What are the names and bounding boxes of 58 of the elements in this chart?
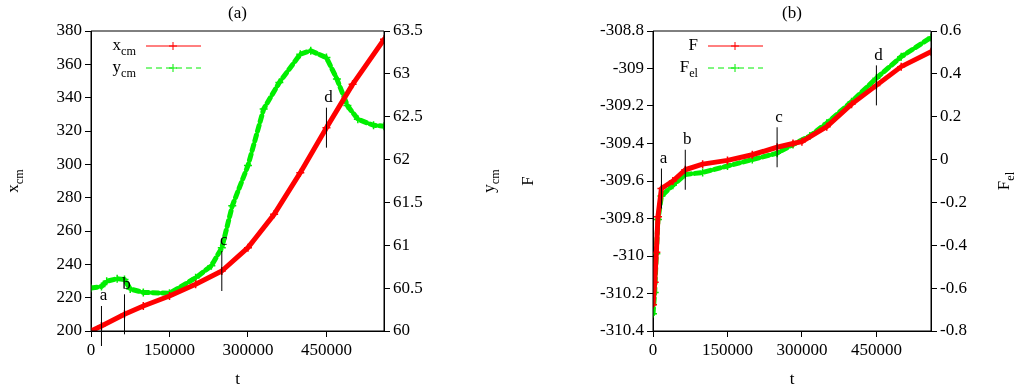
x-tick-label: 450000 (300, 339, 352, 359)
y-tick-label: 220 (56, 287, 82, 307)
x-tick-label: 150000 (701, 339, 753, 359)
y-tick-label: -310.2 (600, 282, 644, 302)
y-tick-label: 280 (56, 187, 82, 207)
y-tick-label: 360 (56, 53, 82, 73)
x-tick-label: 300000 (222, 339, 274, 359)
y2-tick-label: 63 (393, 63, 410, 83)
y2-tick-label: 0.2 (940, 106, 962, 126)
x-axis-title: t (235, 369, 241, 389)
y2-tick-label: 61.5 (393, 191, 423, 211)
y-tick-label: 240 (56, 253, 82, 273)
y2-axis-title: Fel (994, 171, 1018, 191)
y2-tick-label: 60.5 (393, 277, 423, 297)
y2-tick-label: -0.2 (940, 191, 967, 211)
annotation: d (874, 44, 884, 64)
y-tick-label: -309.2 (600, 95, 644, 115)
x-tick-label: 450000 (850, 339, 902, 359)
y2-tick-label: 60 (393, 320, 410, 340)
annotation: d (324, 87, 334, 107)
x-tick-label: 0 (648, 339, 658, 359)
y2-tick-label: 61 (393, 234, 410, 254)
x-tick-label: 0 (86, 339, 96, 359)
y-tick-label: -310.4 (600, 320, 645, 340)
chart-title: (b) (782, 3, 802, 23)
y-tick-label: -309.8 (600, 207, 644, 227)
y2-tick-label: 0.6 (940, 20, 962, 40)
y-tick-label: 380 (56, 20, 82, 40)
y2-axis-title: ycm (479, 168, 503, 193)
y-tick-label: -309.4 (600, 132, 645, 152)
y-tick-label: 260 (56, 220, 82, 240)
y2-tick-label: 62.5 (393, 106, 423, 126)
y-axis-title: F (518, 176, 538, 186)
y-tick-label: 340 (56, 87, 82, 107)
x-axis-title: t (789, 369, 795, 389)
annotation: a (659, 147, 668, 167)
y-tick-label: 320 (56, 120, 82, 140)
y-axis-title: xcm (3, 168, 27, 193)
annotation: c (775, 106, 784, 126)
y2-tick-label: -0.4 (940, 234, 968, 254)
y2-tick-label: -0.8 (940, 320, 967, 340)
y-tick-label: -308.8 (600, 20, 644, 40)
legend-label: F (688, 35, 699, 55)
y-tick-label: 300 (56, 153, 82, 173)
y-tick-label: -309.6 (600, 170, 644, 190)
y2-tick-label: 62 (393, 149, 410, 169)
y2-tick-label: 0 (940, 149, 949, 169)
chart-title: (a) (228, 3, 247, 23)
x-tick-label: 300000 (776, 339, 828, 359)
y2-tick-label: 0.4 (940, 63, 962, 83)
annotation: b (683, 129, 692, 149)
y-tick-label: -310 (612, 245, 644, 265)
annotation: a (99, 285, 108, 305)
y2-tick-label: -0.6 (940, 277, 967, 297)
y-tick-label: 200 (56, 320, 82, 340)
y2-tick-label: 63.5 (393, 20, 423, 40)
y-tick-label: -309 (612, 57, 644, 77)
x-tick-label: 150000 (143, 339, 195, 359)
